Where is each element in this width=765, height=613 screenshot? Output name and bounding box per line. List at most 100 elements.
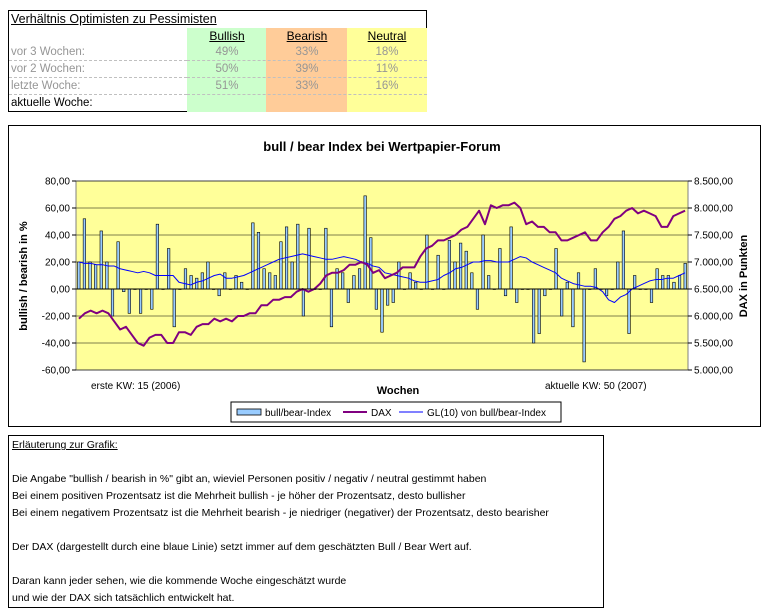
bar-index-bar [408,272,412,290]
bar-index-bar [509,226,513,290]
right-tick-label: 8.000,00 [694,204,733,215]
bar-index-bar [554,248,558,290]
right-tick-label: 7.500,00 [694,231,733,242]
bar-index-bar [683,263,687,290]
bar-index-bar [464,250,468,290]
bar-index-bar [116,241,120,290]
bar-index-bar [273,275,277,290]
bar-index-bar [346,288,350,303]
header-bearish: Bearish [286,29,328,43]
bar-index-bar [363,195,367,290]
explanation-line: Daran kann jeder sehen, wie die kommende… [12,575,347,587]
bar-index-bar [475,288,480,310]
bar-index-bar [621,230,625,290]
row-bullish: 49% [215,46,239,58]
row-label: letzte Woche: [11,80,81,92]
chart-title: bull / bear Index bei Wertpapier-Forum [263,139,500,154]
header-bullish: Bullish [209,29,245,43]
bar-index-bar [223,272,227,290]
bar-index-bar [537,288,541,334]
left-tick-label: 20,00 [45,258,70,269]
x-axis-label: Wochen [377,385,420,397]
bar-index-bar [301,288,305,317]
bar-index-bar [329,288,334,328]
bar-index-bar [605,288,609,297]
bar-index-bar [655,268,659,290]
bar-index-bar [172,288,176,328]
bar-index-bar [459,242,463,290]
right-tick-label: 6.500,00 [694,285,733,296]
bar-index-bar [290,261,294,290]
row-neutral: 11% [375,63,399,75]
right-tick-label: 5.500,00 [694,339,733,350]
table-title: Verhältnis Optimisten zu Pessimisten [11,12,217,26]
bar-index-bar [127,288,131,314]
bull-bear-chart: 80,00 60,00 40,00 20,00 0,00 -20,00 -40,00 -60,… [8,125,761,427]
bar-index-bar [380,288,384,333]
bar-index-bar [425,234,429,290]
bar-index-bar [391,288,395,303]
bar-index-bar [543,288,547,297]
bar-index-bar [447,240,451,290]
explanation-heading: Erläuterung zur Grafik: [12,439,118,451]
row-bullish: 50% [215,63,239,75]
bar-index-bar [515,288,519,303]
dax-line [78,201,686,347]
bar-index-bar [560,288,564,317]
gl10-line [78,253,686,303]
bar-index-bar [251,222,255,290]
left-tick-label: 80,00 [45,177,70,188]
bar-index-bar [666,275,670,290]
bar-index-bar [678,275,682,290]
row-bearish: 39% [295,63,319,75]
explanation-line: Bei einem negativem Prozentsatz ist die … [12,507,549,519]
bar-index-bar [183,268,188,290]
bar-index-bar [436,254,440,290]
legend-label-bar: bull/bear-Index [265,408,331,419]
left-tick-label: -40,00 [42,339,71,350]
right-axis-label: DAX in Punkten [738,234,750,317]
row-neutral: 16% [375,80,399,92]
row-bearish: 33% [295,46,319,58]
bar-index-bar [616,261,620,290]
bearish-column-bg [266,28,347,112]
bar-index-bar [352,275,356,290]
bar-index-bar [139,288,143,314]
header-neutral: Neutral [367,29,407,43]
bar-index-bar [341,272,345,290]
bar-index-bar [576,272,581,290]
right-tick-label: 5.000,00 [694,366,733,377]
left-tick-label: 0,00 [51,285,71,296]
row-label: vor 2 Wochen: [11,63,85,75]
row-label-current: aktuelle Woche: [11,97,93,109]
bar-index-bar [167,248,171,290]
bar-index-bar [369,237,373,290]
bar-index-bar [470,272,474,290]
bar-index-bar [94,264,98,290]
bar-index-bar [565,281,569,290]
bar-index-bar [386,288,390,306]
legend-label-dax: DAX [371,408,392,419]
left-axis-label: bullish / bearish in % [18,221,30,331]
right-tick-label: 6.000,00 [694,312,733,323]
bar-index-bar [256,232,261,290]
bar-index-bar [82,218,86,290]
bar-index-bar [672,281,676,290]
legend: bull/bear-Index DAX GL(10) von bull/bear… [230,401,562,423]
bar-index-bar [498,248,502,290]
right-tick-label: 8.500,00 [694,177,733,188]
left-tick-label: 60,00 [45,204,70,215]
bar-index-bar [150,288,154,310]
bar-index-bar [414,281,418,290]
explanation-line: Die Angabe "bullish / bearish in %" gibt… [12,473,487,485]
bar-index-bar [661,275,665,290]
bar-index-bar [217,288,221,297]
bar-index-bar [110,288,115,317]
left-tick-label: 40,00 [45,231,70,242]
bar-index-bar [279,241,283,290]
bar-index-bar [195,277,199,290]
bar-index-bar [649,288,654,303]
bar-index-bar [571,288,575,328]
bar-index-bar [481,234,485,290]
bar-index-bar [99,230,103,290]
